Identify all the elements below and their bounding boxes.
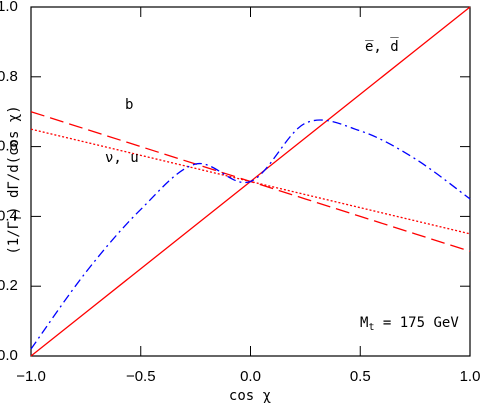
y-tick-label: 0.2	[0, 277, 18, 294]
series-line	[30, 119, 471, 350]
annotation-rest: = 175 GeV	[374, 315, 459, 331]
x-tick-label: −1.0	[16, 368, 46, 385]
y-label-sub: T	[13, 215, 24, 221]
annotation-sub: t	[368, 322, 374, 333]
y-tick-label: 0.4	[0, 207, 18, 224]
x-tick-label: 0.5	[350, 368, 371, 385]
y-label-rest: ) dΓ/d(cos χ)	[6, 105, 22, 215]
x-tick-label: 0.0	[240, 368, 261, 385]
y-tick-label: 0.8	[0, 68, 18, 85]
annotation: Mt = 175 GeV	[360, 315, 459, 333]
y-tick-label: 1.0	[0, 0, 18, 15]
y-axis-label: (1/ΓT) dΓ/d(cos χ)	[6, 105, 24, 254]
x-tick-label: −0.5	[126, 368, 156, 385]
y-tick-label: 0.6	[0, 138, 18, 155]
y-tick-label: 0.0	[0, 347, 18, 364]
series-label: ν, u	[105, 150, 139, 166]
annotation-base: M	[360, 315, 368, 331]
x-axis-label: cos χ	[229, 388, 271, 404]
x-tick-label: 1.0	[460, 368, 481, 385]
y-label-base: (1/Γ	[6, 221, 22, 255]
series-label: b	[125, 97, 133, 113]
series-label: e̅, d̅	[365, 37, 399, 55]
